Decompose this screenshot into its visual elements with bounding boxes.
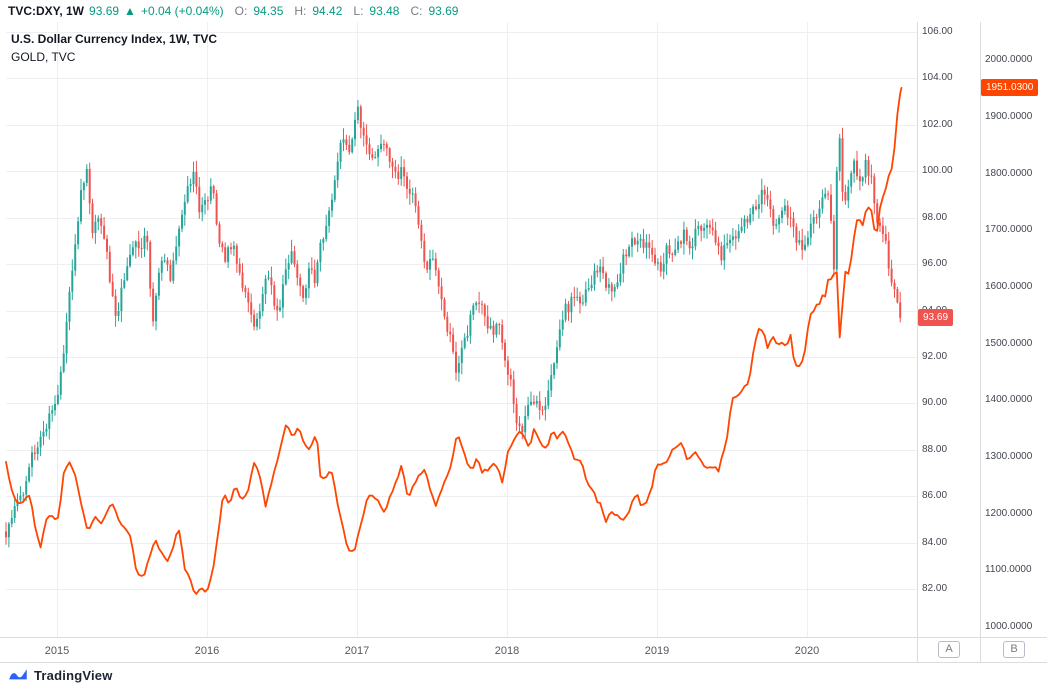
time-axis-year-label: 2019 bbox=[644, 645, 670, 657]
footer-border bbox=[0, 662, 1047, 663]
dxy-price-tick-label: 106.00 bbox=[922, 25, 953, 37]
tradingview-wordmark[interactable]: TradingView bbox=[34, 667, 113, 683]
last-price: 93.69 bbox=[89, 4, 120, 18]
high-value: 94.42 bbox=[312, 4, 343, 18]
dxy-down-candle-wicks bbox=[5, 104, 901, 545]
gold-price-tick-label: 1200.0000 bbox=[985, 507, 1033, 519]
grid-lines bbox=[6, 22, 917, 637]
gold-price-tick-label: 1300.0000 bbox=[985, 450, 1033, 462]
gold-axis-border bbox=[980, 22, 981, 662]
time-axis-year-label: 2016 bbox=[194, 645, 220, 657]
open-value: 94.35 bbox=[253, 4, 284, 18]
dxy-price-tick-label: 96.00 bbox=[922, 258, 948, 270]
dxy-price-tick-label: 102.00 bbox=[922, 118, 953, 130]
time-axis[interactable] bbox=[0, 638, 1047, 662]
symbol-header: TVC:DXY, 1W 93.69 ▲ +0.04 (+0.04%) O: 94.… bbox=[0, 0, 1047, 22]
gold-price-tick-label: 1700.0000 bbox=[985, 224, 1033, 236]
dxy-price-badge: 93.69 bbox=[918, 309, 954, 326]
dxy-price-tick-label: 82.00 bbox=[922, 583, 948, 595]
gold-price-tick-label: 1400.0000 bbox=[985, 394, 1033, 406]
gold-price-tick-label: 1000.0000 bbox=[985, 621, 1033, 633]
time-axis-year-label: 2018 bbox=[494, 645, 520, 657]
close-label: C: bbox=[410, 4, 423, 18]
dxy-price-tick-label: 84.00 bbox=[922, 536, 948, 548]
dxy-price-tick-label: 86.00 bbox=[922, 490, 948, 502]
close-value: 93.69 bbox=[428, 4, 459, 18]
gold-price-line bbox=[5, 87, 903, 595]
dxy-price-tick-label: 90.00 bbox=[922, 397, 948, 409]
chart-legend: U.S. Dollar Currency Index, 1W, TVC GOLD… bbox=[11, 30, 217, 66]
tradingview-logo-icon bbox=[7, 668, 29, 682]
legend-main-series[interactable]: U.S. Dollar Currency Index, 1W, TVC bbox=[11, 32, 218, 46]
gold-price-tick-label: 1600.0000 bbox=[985, 280, 1033, 292]
dxy-up-candle-wicks bbox=[8, 100, 867, 548]
high-label: H: bbox=[294, 4, 307, 18]
dxy-price-tick-label: 88.00 bbox=[922, 443, 948, 455]
dxy-price-tick-label: 98.00 bbox=[922, 211, 948, 223]
gold-price-tick-label: 2000.0000 bbox=[985, 54, 1033, 66]
dxy-price-tick-label: 100.00 bbox=[922, 165, 953, 177]
time-axis-year-label: 2017 bbox=[344, 645, 370, 657]
gold-price-tick-label: 1800.0000 bbox=[985, 167, 1033, 179]
price-change: +0.04 (+0.04%) bbox=[140, 4, 224, 18]
time-axis-border bbox=[0, 637, 1047, 638]
time-axis-year-label: 2020 bbox=[794, 645, 820, 657]
time-axis-year-label: 2015 bbox=[44, 645, 70, 657]
open-label: O: bbox=[234, 4, 248, 18]
scale-b-button[interactable]: B bbox=[1003, 641, 1025, 658]
gold-price-tick-label: 1100.0000 bbox=[985, 564, 1032, 576]
gold-price-tick-label: 1900.0000 bbox=[985, 110, 1033, 122]
legend-gold-series[interactable]: GOLD, TVC bbox=[11, 50, 76, 64]
dxy-axis-border bbox=[917, 22, 918, 662]
bottom-toolbar: TradingView bbox=[0, 663, 1047, 687]
low-label: L: bbox=[353, 4, 364, 18]
change-arrow-icon: ▲ bbox=[124, 4, 136, 18]
gold-price-badge: 1951.0300 bbox=[981, 79, 1039, 96]
dxy-price-tick-label: 92.00 bbox=[922, 351, 948, 362]
gold-price-tick-label: 1500.0000 bbox=[985, 337, 1033, 349]
symbol-name[interactable]: TVC:DXY, 1W bbox=[8, 4, 85, 18]
scale-a-button[interactable]: A bbox=[938, 641, 960, 658]
low-value: 93.48 bbox=[369, 4, 400, 18]
dxy-price-tick-label: 104.00 bbox=[922, 72, 953, 84]
